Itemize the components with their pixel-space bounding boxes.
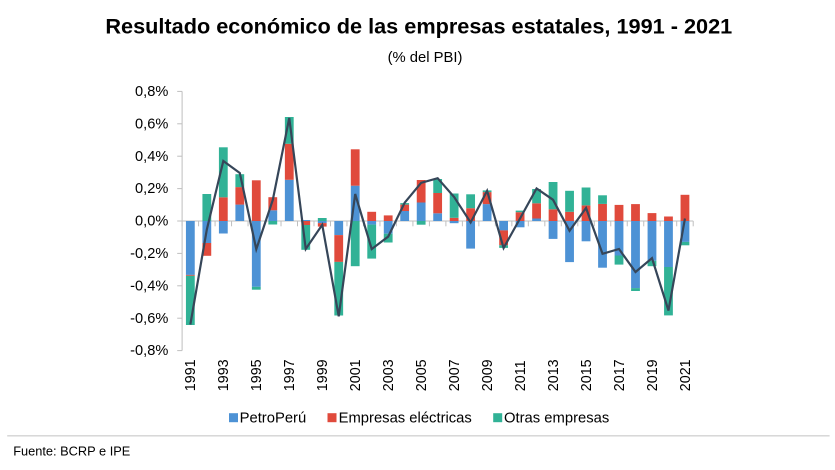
svg-text:0,2%: 0,2% xyxy=(135,181,168,197)
svg-text:2005: 2005 xyxy=(414,359,430,391)
svg-text:Empresas eléctricas: Empresas eléctricas xyxy=(339,410,472,426)
svg-text:Resultado económico de las emp: Resultado económico de las empresas esta… xyxy=(105,14,732,39)
svg-text:Otras empresas: Otras empresas xyxy=(504,410,609,426)
svg-text:2011: 2011 xyxy=(513,360,529,391)
svg-text:2019: 2019 xyxy=(645,359,661,391)
svg-text:1999: 1999 xyxy=(315,359,331,391)
svg-text:2009: 2009 xyxy=(480,359,496,391)
svg-text:1997: 1997 xyxy=(282,359,298,391)
svg-text:2003: 2003 xyxy=(381,359,397,391)
svg-text:2015: 2015 xyxy=(579,359,595,391)
svg-text:(% del PBI): (% del PBI) xyxy=(388,50,463,66)
svg-text:-0,8%: -0,8% xyxy=(130,343,168,359)
svg-text:0,6%: 0,6% xyxy=(135,116,168,132)
svg-text:1995: 1995 xyxy=(249,359,265,391)
svg-text:2007: 2007 xyxy=(447,359,463,391)
svg-text:-0,2%: -0,2% xyxy=(130,246,168,262)
svg-text:-0,6%: -0,6% xyxy=(130,311,168,327)
svg-text:0,4%: 0,4% xyxy=(135,149,168,165)
svg-text:2013: 2013 xyxy=(546,359,562,391)
svg-text:-0,4%: -0,4% xyxy=(130,278,168,294)
svg-text:2017: 2017 xyxy=(612,359,628,391)
svg-text:1993: 1993 xyxy=(216,359,232,391)
svg-text:2001: 2001 xyxy=(348,359,364,391)
svg-text:Fuente: BCRP e IPE: Fuente: BCRP e IPE xyxy=(13,444,130,459)
svg-text:0,0%: 0,0% xyxy=(135,214,168,230)
svg-text:1991: 1991 xyxy=(183,359,199,391)
svg-text:PetroPerú: PetroPerú xyxy=(240,410,307,426)
svg-text:0,8%: 0,8% xyxy=(135,84,168,100)
svg-text:2021: 2021 xyxy=(678,359,694,391)
